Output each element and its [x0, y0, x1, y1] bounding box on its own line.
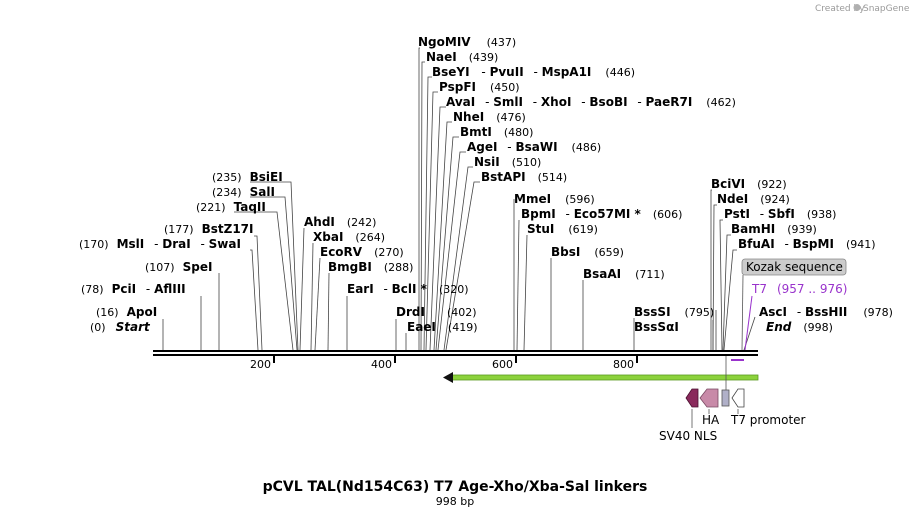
- ruler-label-400: 400: [371, 358, 392, 371]
- site-drdi[interactable]: DrdI (402): [396, 305, 477, 319]
- ha-label: HA: [702, 413, 720, 427]
- site-asci[interactable]: AscI - BssHII (978): [759, 305, 893, 319]
- site-eaei[interactable]: EaeI (419): [407, 320, 478, 334]
- ruler-label-600: 600: [492, 358, 513, 371]
- kozak-box[interactable]: [741, 258, 847, 276]
- sequence-strand-top: [153, 350, 758, 352]
- site-stui[interactable]: StuI (619): [527, 222, 598, 236]
- site-sali[interactable]: (234) SalI: [212, 185, 275, 199]
- ruler-label-800: 800: [613, 358, 634, 371]
- map-title: pCVL TAL(Nd154C63) T7 Age-Xho/Xba-Sal li…: [263, 479, 648, 495]
- site-bsssi[interactable]: BssSI (795): [634, 305, 714, 319]
- site-agei[interactable]: AgeI - BsaWI (486): [467, 140, 601, 154]
- site-psti[interactable]: PstI - SbfI (938): [724, 207, 836, 221]
- site-msli[interactable]: (170) MslI - DraI - SwaI: [79, 237, 241, 251]
- site-bpmi[interactable]: BpmI - Eco57MI * (606): [521, 207, 682, 221]
- site-labels: NgoMIV (437) NaeI (439) BseYI - PvuII - Ms…: [79, 35, 893, 334]
- kozak-label: Kozak sequence: [746, 260, 843, 274]
- kozak-feature[interactable]: [721, 389, 730, 407]
- t7-promoter-label: T7 promoter: [730, 413, 806, 427]
- site-avai[interactable]: AvaI - SmlI - XhoI - BsoBI - PaeR7I (462): [446, 95, 736, 109]
- site-pspfi[interactable]: PspFI (450): [439, 80, 520, 94]
- start-label: (0) Start: [90, 320, 151, 334]
- site-eari[interactable]: EarI - BclI * (320): [347, 282, 469, 296]
- site-bseyi[interactable]: BseYI - PvuII - MspA1I (446): [432, 65, 635, 79]
- site-spei[interactable]: (107) SpeI: [145, 260, 212, 274]
- ruler: 200 400 600 800: [250, 356, 638, 371]
- site-bsssai[interactable]: BssSαI: [634, 320, 679, 334]
- site-taqii[interactable]: (221) TaqII: [196, 200, 266, 214]
- credit-brand: SnapGene: [863, 4, 910, 14]
- ha-feature[interactable]: [699, 388, 719, 408]
- site-ngomiv[interactable]: NgoMIV (437): [418, 35, 516, 49]
- site-naei[interactable]: NaeI (439): [426, 50, 498, 64]
- map-length: 998 bp: [436, 495, 474, 508]
- site-bmgbi[interactable]: BmgBI (288): [328, 260, 413, 274]
- site-bfuai[interactable]: BfuAI - BspMI (941): [738, 237, 876, 251]
- site-bamhi[interactable]: BamHI (939): [731, 222, 817, 236]
- leader-lines: [162, 47, 756, 351]
- sv40-nls-feature[interactable]: [685, 388, 699, 408]
- site-bbsi[interactable]: BbsI (659): [551, 245, 624, 259]
- kozak-leader: [741, 274, 744, 351]
- site-bmti[interactable]: BmtI (480): [460, 125, 533, 139]
- t7-promoter-feature[interactable]: [731, 388, 745, 408]
- site-bstz17i[interactable]: (177) BstZ17I: [164, 222, 253, 236]
- site-pcii[interactable]: (78) PciI - AflIII: [81, 282, 186, 296]
- site-nhei[interactable]: NheI (476): [453, 110, 526, 124]
- primer-t7-label[interactable]: T7 (957 .. 976): [751, 282, 847, 296]
- site-apoi[interactable]: (16) ApoI: [96, 305, 157, 319]
- site-bcivi[interactable]: BciVI (922): [711, 177, 787, 191]
- site-ahdi[interactable]: AhdI (242): [304, 215, 376, 229]
- primer-leader: [744, 295, 753, 351]
- site-bsaai[interactable]: BsaAI (711): [583, 267, 665, 281]
- snapgene-logo-icon: [853, 4, 861, 11]
- sequence-strand-bottom: [153, 354, 758, 356]
- site-ndei[interactable]: NdeI (924): [717, 192, 790, 206]
- site-xbai[interactable]: XbaI (264): [313, 230, 385, 244]
- ruler-label-200: 200: [250, 358, 271, 371]
- site-ecorv[interactable]: EcoRV (270): [320, 245, 404, 259]
- site-nsii[interactable]: NsiI (510): [474, 155, 541, 169]
- sv40-nls-label: SV40 NLS: [659, 429, 717, 443]
- site-bsiei[interactable]: (235) BsiEI: [212, 170, 283, 184]
- site-bstapi[interactable]: BstAPI (514): [481, 170, 567, 184]
- orf-arrow[interactable]: [443, 372, 759, 383]
- end-label: End (998): [766, 320, 833, 334]
- site-mmei[interactable]: MmeI (596): [514, 192, 595, 206]
- credit-prefix: Created by: [815, 4, 865, 14]
